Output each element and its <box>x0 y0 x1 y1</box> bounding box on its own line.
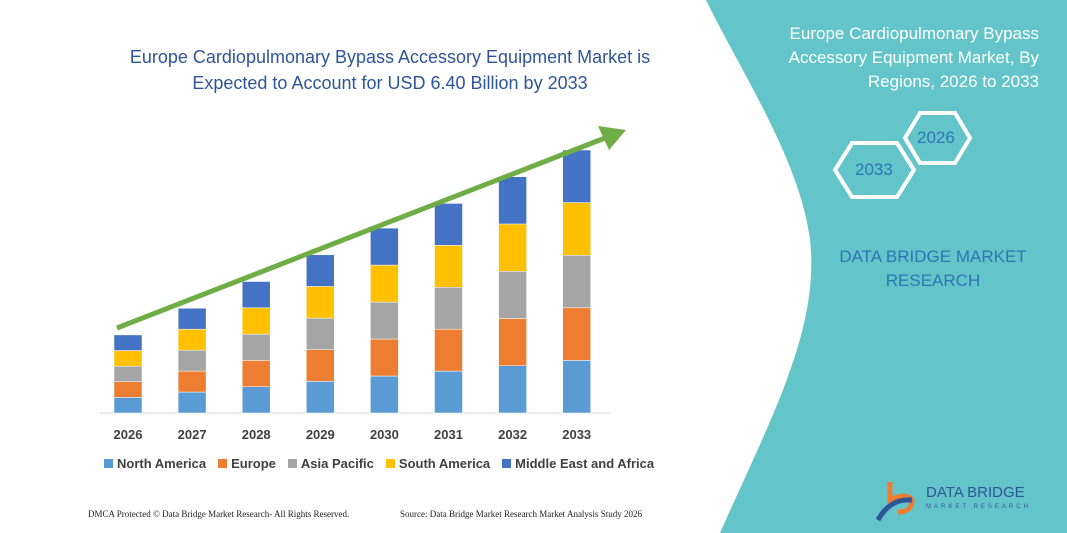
bar-2026-north-america <box>113 397 143 414</box>
bar-2029-asia-pacific <box>306 317 335 350</box>
bar-2026-europe <box>113 381 143 398</box>
side-panel-background <box>706 0 1067 533</box>
bar-2028-north-america <box>241 386 271 414</box>
bar-2026-south-america <box>113 350 143 367</box>
bar-2030-north-america <box>370 375 399 414</box>
bar-2033-north-america <box>562 360 591 414</box>
bar-2032-europe <box>498 318 527 366</box>
bar-2032-north-america <box>498 365 527 414</box>
bar-2033-asia-pacific <box>562 254 591 309</box>
legend-item: North America <box>104 456 206 471</box>
legend-swatch <box>287 459 297 468</box>
x-tick-label: 2027 <box>178 427 207 442</box>
bar-2029-north-america <box>306 381 335 414</box>
legend-swatch <box>104 459 113 468</box>
legend-label: South America <box>398 456 491 471</box>
x-tick-label: 2028 <box>242 427 271 442</box>
bar-2030-asia-pacific <box>370 301 399 340</box>
source-text: Source: Data Bridge Market Research Mark… <box>400 509 642 519</box>
bar-2026-middle-east-and-africa <box>113 334 143 351</box>
trend-arrow-line <box>116 135 606 331</box>
bar-2030-south-america <box>370 264 399 303</box>
bar-2026-asia-pacific <box>113 365 143 383</box>
legend-item: Middle East and Africa <box>502 456 654 471</box>
legend-item: Europe <box>218 456 276 471</box>
bar-2028-south-america <box>241 307 271 335</box>
bar-2031-europe <box>434 328 463 372</box>
bar-2029-middle-east-and-africa <box>306 254 335 287</box>
bar-2033-middle-east-and-africa <box>562 149 591 203</box>
chart-title: Europe Cardiopulmonary Bypass Accessory … <box>129 47 651 93</box>
legend-swatch <box>218 459 228 468</box>
x-tick-label: 2026 <box>114 427 143 442</box>
bar-2032-middle-east-and-africa <box>498 176 527 225</box>
bar-2027-north-america <box>177 391 207 414</box>
bar-2032-south-america <box>498 223 527 272</box>
bar-2029-south-america <box>306 286 335 319</box>
legend-label: North America <box>117 456 207 471</box>
bar-2029-europe <box>306 349 335 382</box>
x-tick-label: 2033 <box>562 427 591 442</box>
bar-2031-south-america <box>434 245 463 288</box>
bar-2027-europe <box>177 370 207 393</box>
bar-2033-europe <box>562 307 591 361</box>
bar-2028-asia-pacific <box>241 333 271 361</box>
bar-2028-europe <box>241 360 271 387</box>
side-panel-title: Europe Cardiopulmonary Bypass Accessory … <box>788 24 1039 91</box>
legend: North America Europe Asia Pacific South Ame… <box>104 456 654 471</box>
x-tick-label: 2032 <box>498 427 527 442</box>
bar-2032-asia-pacific <box>498 270 527 319</box>
legend-swatch <box>385 459 395 468</box>
legend-item: Asia Pacific <box>287 456 374 471</box>
x-tick-label: 2031 <box>434 427 463 442</box>
bar-2030-middle-east-and-africa <box>370 227 399 266</box>
bar-2030-europe <box>370 338 399 377</box>
legend-label: Middle East and Africa <box>515 456 655 471</box>
bar-2033-south-america <box>562 202 591 256</box>
x-tick-label: 2030 <box>370 427 399 442</box>
bar-2031-north-america <box>434 370 463 414</box>
legend-item: South America <box>385 456 491 471</box>
copyright-text: DMCA Protected © Data Bridge Market Rese… <box>88 509 350 519</box>
bar-2031-middle-east-and-africa <box>434 203 463 246</box>
bar-2027-middle-east-and-africa <box>177 307 207 330</box>
legend-label: Asia Pacific <box>300 456 374 471</box>
legend-swatch <box>502 459 512 468</box>
bar-2028-middle-east-and-africa <box>241 281 271 309</box>
hex-2026-label: 2026 <box>917 128 955 147</box>
bar-2027-asia-pacific <box>177 349 207 372</box>
bar-2031-asia-pacific <box>434 287 463 330</box>
logo-subtext: MARKET RESEARCH <box>926 504 1031 510</box>
hex-2026-shape <box>902 111 973 165</box>
bar-2027-south-america <box>177 328 207 351</box>
logo-text: DATA BRIDGE <box>926 484 1025 501</box>
hex-2033-shape <box>832 141 917 199</box>
brand-text: DATA BRIDGE MARKET RESEARCH <box>839 247 1027 290</box>
hex-2033-label: 2033 <box>855 160 893 179</box>
x-tick-label: 2029 <box>306 427 335 442</box>
legend-label: Europe <box>231 456 276 471</box>
trend-arrow-head <box>598 126 626 150</box>
